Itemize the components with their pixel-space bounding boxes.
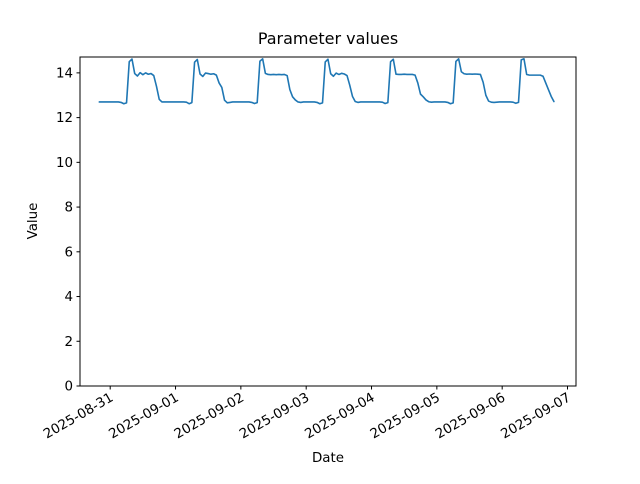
x-axis-label: Date	[312, 451, 344, 466]
y-axis-label: Value	[26, 203, 41, 240]
y-tick-label: 14	[56, 66, 73, 81]
axes-frame	[79, 56, 577, 387]
y-tick-label: 8	[64, 201, 73, 216]
series-line-parameter	[98, 57, 555, 105]
y-tick-label: 10	[56, 156, 73, 171]
y-tick-label: 6	[64, 245, 73, 260]
y-tick-label: 2	[64, 335, 73, 350]
chart-title: Parameter values	[258, 29, 398, 48]
y-tick-label: 4	[64, 290, 73, 305]
data-series-layer	[98, 57, 555, 105]
y-tick-label: 12	[56, 111, 73, 126]
y-tick-label: 0	[64, 380, 73, 395]
